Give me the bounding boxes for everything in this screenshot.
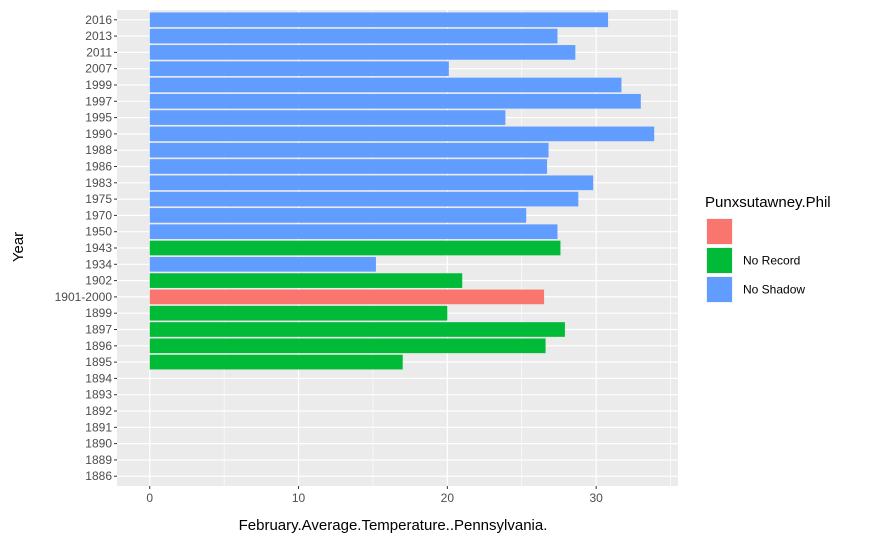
x-tick-label: 0 [146, 491, 153, 505]
y-tick-label: 1893 [85, 388, 112, 402]
y-tick-label: 1997 [85, 94, 112, 108]
legend-swatch [707, 277, 732, 302]
bar-1899 [149, 305, 448, 321]
y-tick-label: 1897 [85, 323, 112, 337]
legend-title: Punxsutawney.Phil [705, 194, 831, 211]
bar-1895 [149, 354, 403, 370]
y-tick-label: 1895 [85, 355, 112, 369]
y-tick-label: 1894 [85, 371, 112, 385]
y-tick-label: 1975 [85, 192, 112, 206]
y-tick-label: 1899 [85, 306, 112, 320]
y-tick-label: 2007 [85, 62, 112, 76]
y-tick-label: 1943 [85, 241, 112, 255]
bar-1897 [149, 322, 565, 337]
y-tick-label: 1901-2000 [55, 290, 113, 304]
bar-1902 [149, 273, 463, 288]
y-tick-label: 1995 [85, 111, 112, 125]
y-axis-title: Year [10, 232, 27, 262]
bar-1896 [149, 338, 546, 354]
bar-1901-2000 [149, 289, 545, 305]
legend-swatch [707, 219, 732, 244]
legend: No Record No Shadow [706, 218, 805, 303]
y-tick-label: 1892 [85, 404, 112, 418]
y-tick-label: 1983 [85, 176, 112, 190]
y-tick-label: 1934 [85, 257, 112, 271]
y-tick-label: 1891 [85, 420, 112, 434]
x-tick-label: 20 [441, 491, 455, 505]
y-tick-labels: 1886 1889 1890 1891 1892 1893 1894 1895 1896 1897… [55, 13, 117, 483]
y-tick-label: 2011 [86, 45, 112, 59]
bar-2011 [149, 45, 576, 60]
bar-1975 [149, 191, 579, 207]
x-axis-title: February.Average.Temperature..Pennsylvan… [239, 517, 548, 534]
y-tick-label: 1889 [85, 453, 112, 467]
y-tick-label: 1986 [85, 159, 112, 173]
bar-1999 [149, 77, 622, 93]
y-tick-label: 1950 [85, 225, 112, 239]
bar-1943 [149, 240, 561, 256]
bar-2013 [149, 28, 558, 44]
y-tick-label: 1970 [85, 208, 112, 222]
bar-1986 [149, 159, 548, 174]
legend-label: No Shadow [743, 283, 805, 297]
bar-1983 [149, 175, 594, 191]
bar-2016 [149, 12, 609, 28]
legend-swatch [707, 248, 732, 273]
bar-1995 [149, 110, 506, 125]
bars [149, 12, 655, 370]
legend-label: No Record [743, 254, 800, 268]
bar-1934 [149, 256, 376, 272]
y-tick-label: 1990 [85, 127, 112, 141]
bar-1997 [149, 93, 641, 109]
x-tick-label: 30 [589, 491, 603, 505]
bar-1950 [149, 224, 558, 240]
y-tick-label: 1999 [85, 78, 112, 92]
y-tick-label: 1890 [85, 437, 112, 451]
bar-1988 [149, 142, 549, 158]
y-tick-label: 1902 [85, 274, 112, 288]
y-tick-label: 1896 [85, 339, 112, 353]
bar-1990 [149, 126, 655, 142]
bar-2007 [149, 61, 449, 77]
bar-1970 [149, 208, 527, 223]
y-tick-label: 1988 [85, 143, 112, 157]
x-tick-label: 10 [292, 491, 306, 505]
y-tick-label: 2013 [85, 29, 112, 43]
x-tick-labels: 0 10 20 30 [146, 486, 603, 505]
y-tick-label: 2016 [85, 13, 112, 27]
y-tick-label: 1886 [85, 469, 112, 483]
